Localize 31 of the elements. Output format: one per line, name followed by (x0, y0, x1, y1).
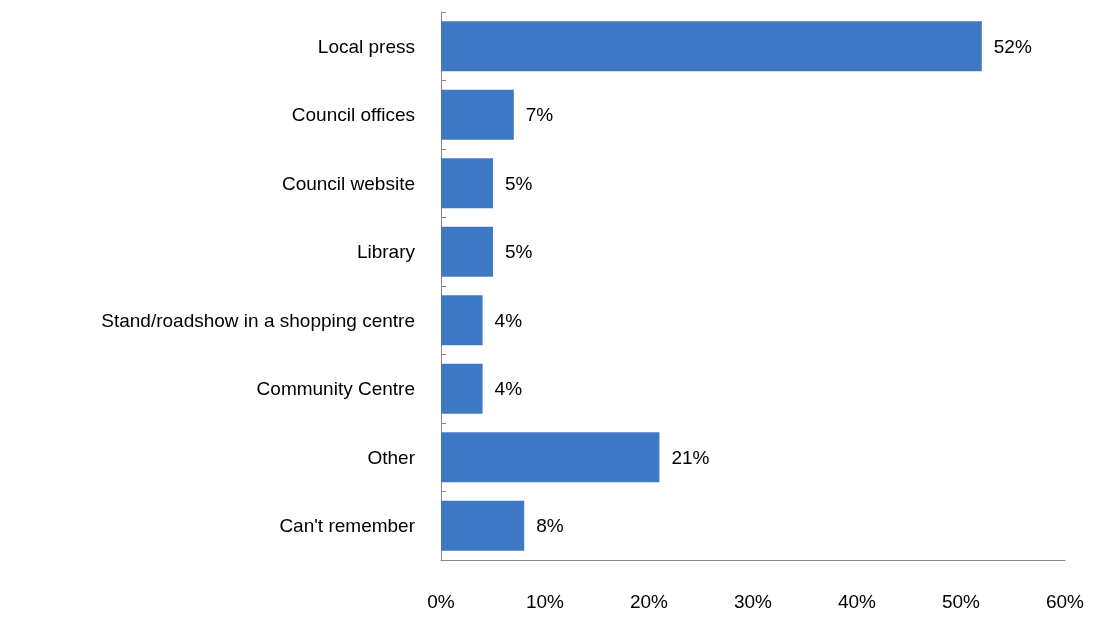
bar (441, 363, 483, 414)
bar (441, 500, 525, 551)
bar (441, 89, 514, 140)
y-tick-label: Library (356, 241, 416, 263)
x-tick-label: 60% (1045, 591, 1085, 612)
data-label: 5% (505, 241, 533, 263)
y-tick-label: Council website (281, 172, 415, 194)
y-tick-label: Stand/roadshow in a shopping centre (101, 309, 415, 331)
bar (441, 295, 483, 346)
data-label: 8% (536, 515, 564, 537)
data-label: 5% (505, 172, 533, 194)
y-tick-label: Can't remember (279, 515, 416, 537)
x-tick-label: 0% (427, 591, 455, 612)
y-tick-label: Other (367, 446, 416, 468)
y-tick-label: Council offices (291, 104, 415, 126)
x-tick-label: 40% (837, 591, 877, 612)
x-tick-label: 50% (941, 591, 981, 612)
x-tick-label: 20% (629, 591, 669, 612)
x-tick-label: 10% (525, 591, 565, 612)
bar (441, 158, 493, 209)
bar (441, 21, 982, 72)
data-label: 4% (494, 309, 523, 331)
data-label: 52% (993, 35, 1032, 57)
bar (441, 432, 660, 483)
data-label: 21% (671, 446, 710, 468)
y-tick-label: Local press (317, 35, 415, 57)
x-tick-label: 30% (733, 591, 773, 612)
data-label: 4% (494, 378, 523, 400)
data-label: 7% (525, 104, 554, 126)
y-tick-label: Community Centre (256, 378, 415, 400)
bar (441, 226, 493, 277)
